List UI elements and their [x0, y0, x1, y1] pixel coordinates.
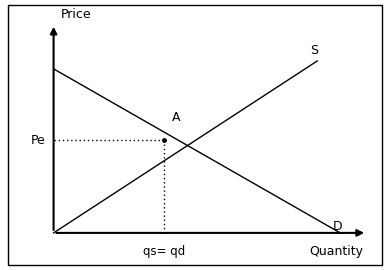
Text: Quantity: Quantity [309, 245, 363, 258]
Text: Price: Price [61, 8, 92, 21]
Text: qs= qd: qs= qd [143, 245, 186, 258]
Text: Pe: Pe [31, 134, 46, 147]
Text: S: S [310, 44, 318, 57]
Text: A: A [172, 112, 181, 124]
Text: D: D [333, 220, 342, 233]
